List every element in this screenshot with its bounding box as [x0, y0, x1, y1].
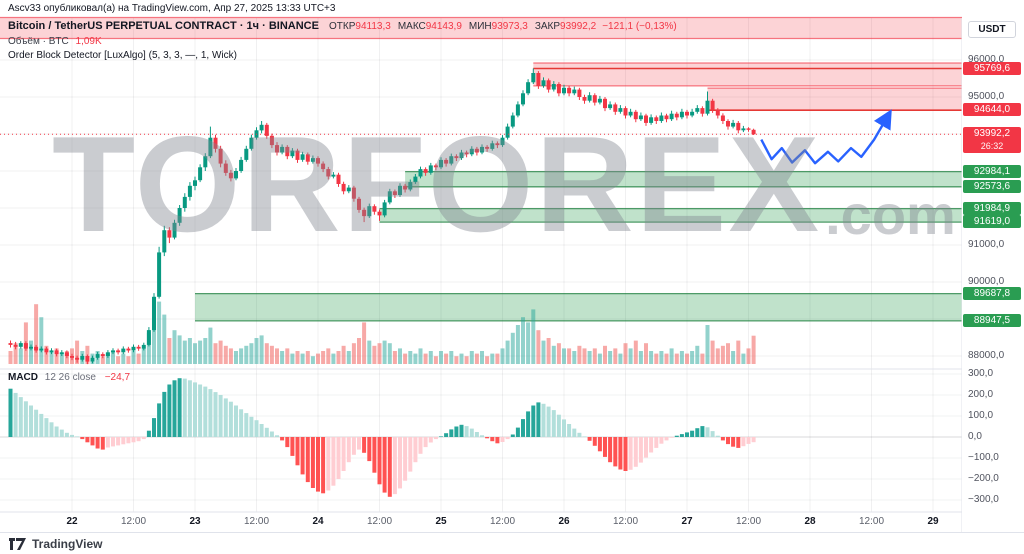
ohlc-label: ЗАКР: [534, 21, 561, 32]
bar-countdown: 26:32: [980, 141, 1004, 152]
time-label: 28: [804, 516, 816, 527]
ohlc-value: 94113,3: [355, 21, 391, 32]
forecast-arrow[interactable]: [760, 109, 892, 165]
time-label: 12:00: [858, 516, 885, 527]
time-label: 29: [927, 516, 939, 527]
price-badge-demand: 92573,6: [963, 179, 1021, 193]
price-tick: 95000,0: [968, 91, 1005, 102]
publish-byline: Ascv33 опубликовал(а) на TradingView.com…: [8, 3, 336, 14]
macd-axis-tick: −300,0: [968, 494, 999, 505]
price-tick: 96000,0: [968, 54, 1005, 65]
volume-value: 1,09K: [75, 36, 102, 47]
time-label: 12:00: [735, 516, 762, 527]
macd-histogram: [8, 378, 756, 497]
price-tick: 90000,0: [968, 276, 1005, 287]
footer: TradingView: [0, 532, 1024, 554]
time-label: 22: [66, 516, 78, 527]
tradingview-logo-icon[interactable]: [8, 537, 27, 551]
price-badge-supply: 95769,6: [963, 61, 1021, 75]
chart-legend: Bitcoin / TetherUS PERPETUAL CONTRACT · …: [8, 20, 677, 61]
ohlc-label: МАКС: [397, 21, 426, 32]
macd-value: −24,7: [104, 372, 131, 383]
indicator-legend[interactable]: Order Block Detector [LuxAlgo] (5, 3, 3,…: [8, 50, 237, 61]
time-label: 12:00: [489, 516, 516, 527]
price-badge-demand: 92984,1: [963, 164, 1021, 178]
time-label: 12:00: [120, 516, 147, 527]
supply-zone: [0, 16, 962, 40]
last-price-badge: 93992,2 26:32: [963, 127, 1021, 154]
ohlc-values: ОТКР94113,3 МАКС94143,9 МИН93973,3 ЗАКР9399…: [322, 20, 677, 32]
time-label: 23: [189, 516, 201, 527]
price-badge-demand: 89687,8: [963, 286, 1021, 300]
last-price-value: 93992,2: [973, 128, 1011, 140]
ohlc-value: 94143,9: [425, 21, 462, 32]
macd-axis-tick: −200,0: [968, 473, 999, 484]
supply-zone: [707, 87, 962, 111]
macd-axis-tick: 0,0: [968, 431, 982, 442]
price-tick: 91000,0: [968, 239, 1005, 250]
candlestick-series: [8, 68, 756, 365]
macd-axis-tick: 200,0: [968, 389, 994, 400]
macd-axis-tick: −100,0: [968, 452, 999, 463]
price-badge-demand: 88947,5: [963, 313, 1021, 327]
time-label: 27: [681, 516, 693, 527]
price-axis[interactable]: USDT 96000,0 95000,0 91000,0 90000,0 88000,0…: [962, 0, 1024, 532]
volume-label: Объём · BTC: [8, 36, 69, 47]
demand-zone: [379, 207, 962, 223]
macd-axis-tick: 100,0: [968, 410, 994, 421]
tradingview-brand[interactable]: TradingView: [32, 536, 103, 551]
time-label: 24: [312, 516, 324, 527]
demand-zone: [195, 292, 962, 322]
symbol-title: Bitcoin / TetherUS PERPETUAL CONTRACT · …: [8, 20, 319, 32]
grid: [0, 18, 962, 512]
macd-axis-tick: 300,0: [968, 368, 994, 379]
macd-params: 12 26 close: [44, 372, 96, 383]
ohlc-label: ОТКР: [329, 21, 356, 32]
price-badge-demand: 91619,0: [963, 215, 1021, 229]
time-label: 12:00: [612, 516, 639, 527]
change-value: −121,1 (−0,13%): [602, 21, 677, 32]
price-badge-demand: 91984,9: [963, 201, 1021, 215]
price-badge-supply: 94644,0: [963, 103, 1021, 117]
time-label: 12:00: [243, 516, 270, 527]
time-label: 26: [558, 516, 570, 527]
time-label: 25: [435, 516, 447, 527]
currency-badge: USDT: [968, 21, 1016, 38]
demand-zone: [405, 170, 963, 188]
symbol-legend[interactable]: Bitcoin / TetherUS PERPETUAL CONTRACT · …: [8, 20, 677, 32]
ohlc-label: МИН: [468, 21, 492, 32]
ohlc-value: 93992,2: [560, 21, 597, 32]
ohlc-value: 93973,3: [491, 21, 528, 32]
time-axis[interactable]: 22 12:00 23 12:00 24 12:00 25 12:00 26 12:00 27 12:…: [0, 512, 962, 532]
price-tick: 88000,0: [968, 350, 1005, 361]
macd-title: MACD: [8, 372, 38, 383]
macd-legend[interactable]: MACD 12 26 close −24,7: [8, 372, 130, 383]
supply-zone: [533, 62, 963, 87]
volume-legend[interactable]: Объём · BTC 1,09K: [8, 36, 677, 47]
time-label: 12:00: [366, 516, 393, 527]
